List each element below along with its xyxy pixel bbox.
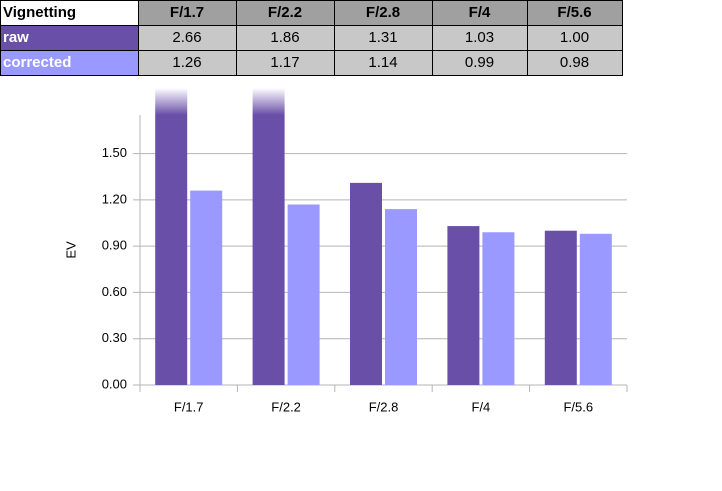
bar xyxy=(155,115,188,385)
bar xyxy=(544,230,577,385)
bar-overflow-fade xyxy=(155,88,188,115)
table-value: 1.26 xyxy=(172,54,201,71)
bar-overflow-fade xyxy=(252,88,285,115)
table-cell xyxy=(432,50,528,76)
table-value: 2.66 xyxy=(172,29,201,46)
table-cell xyxy=(138,0,237,26)
row-header: corrected xyxy=(3,54,71,71)
x-tick-label: F/2.8 xyxy=(369,399,399,414)
table-cell xyxy=(138,25,237,51)
table-cell xyxy=(334,25,433,51)
bar xyxy=(385,209,417,385)
bar xyxy=(287,204,320,385)
column-header: F/4 xyxy=(469,4,491,21)
y-axis-label: EV xyxy=(63,241,78,259)
table-value: 1.14 xyxy=(368,54,397,71)
bar xyxy=(190,190,223,385)
table-cell xyxy=(527,50,623,76)
row-header: raw xyxy=(3,29,29,46)
table-cell xyxy=(138,50,237,76)
table-cell xyxy=(0,0,139,26)
y-tick-label: 1.50 xyxy=(102,145,127,160)
y-tick-label: 0.90 xyxy=(102,238,127,253)
table-cell xyxy=(0,50,139,76)
table-title: Vignetting xyxy=(3,4,76,21)
bar xyxy=(579,233,612,385)
table-cell xyxy=(527,25,623,51)
x-tick-label: F/5.6 xyxy=(563,399,593,414)
table-value: 1.03 xyxy=(465,29,494,46)
column-header: F/5.6 xyxy=(557,4,591,21)
table-value: 1.86 xyxy=(270,29,299,46)
bar xyxy=(252,115,285,385)
y-tick-label: 0.00 xyxy=(102,376,127,391)
table-value: 0.98 xyxy=(560,54,589,71)
column-header: F/1.7 xyxy=(170,4,204,21)
column-header: F/2.2 xyxy=(268,4,302,21)
y-tick-label: 0.60 xyxy=(102,284,127,299)
table-value: 1.00 xyxy=(560,29,589,46)
table-cell xyxy=(334,50,433,76)
y-tick-label: 0.30 xyxy=(102,330,127,345)
data-table: Vignetting F/1.7 F/2.2 F/2.8 F/4 F/5.6 raw 2.66… xyxy=(0,0,623,76)
column-header: F/2.8 xyxy=(366,4,400,21)
bar xyxy=(482,232,515,385)
x-tick-label: F/4 xyxy=(472,399,491,414)
table-value: 1.31 xyxy=(368,29,397,46)
bar xyxy=(350,182,382,385)
bar xyxy=(447,226,480,385)
x-tick-label: F/1.7 xyxy=(174,399,204,414)
table-value: 0.99 xyxy=(465,54,494,71)
table-cell xyxy=(527,0,623,26)
table-value: 1.17 xyxy=(270,54,299,71)
y-tick-label: 1.20 xyxy=(102,191,127,206)
x-tick-label: F/2.2 xyxy=(271,399,301,414)
